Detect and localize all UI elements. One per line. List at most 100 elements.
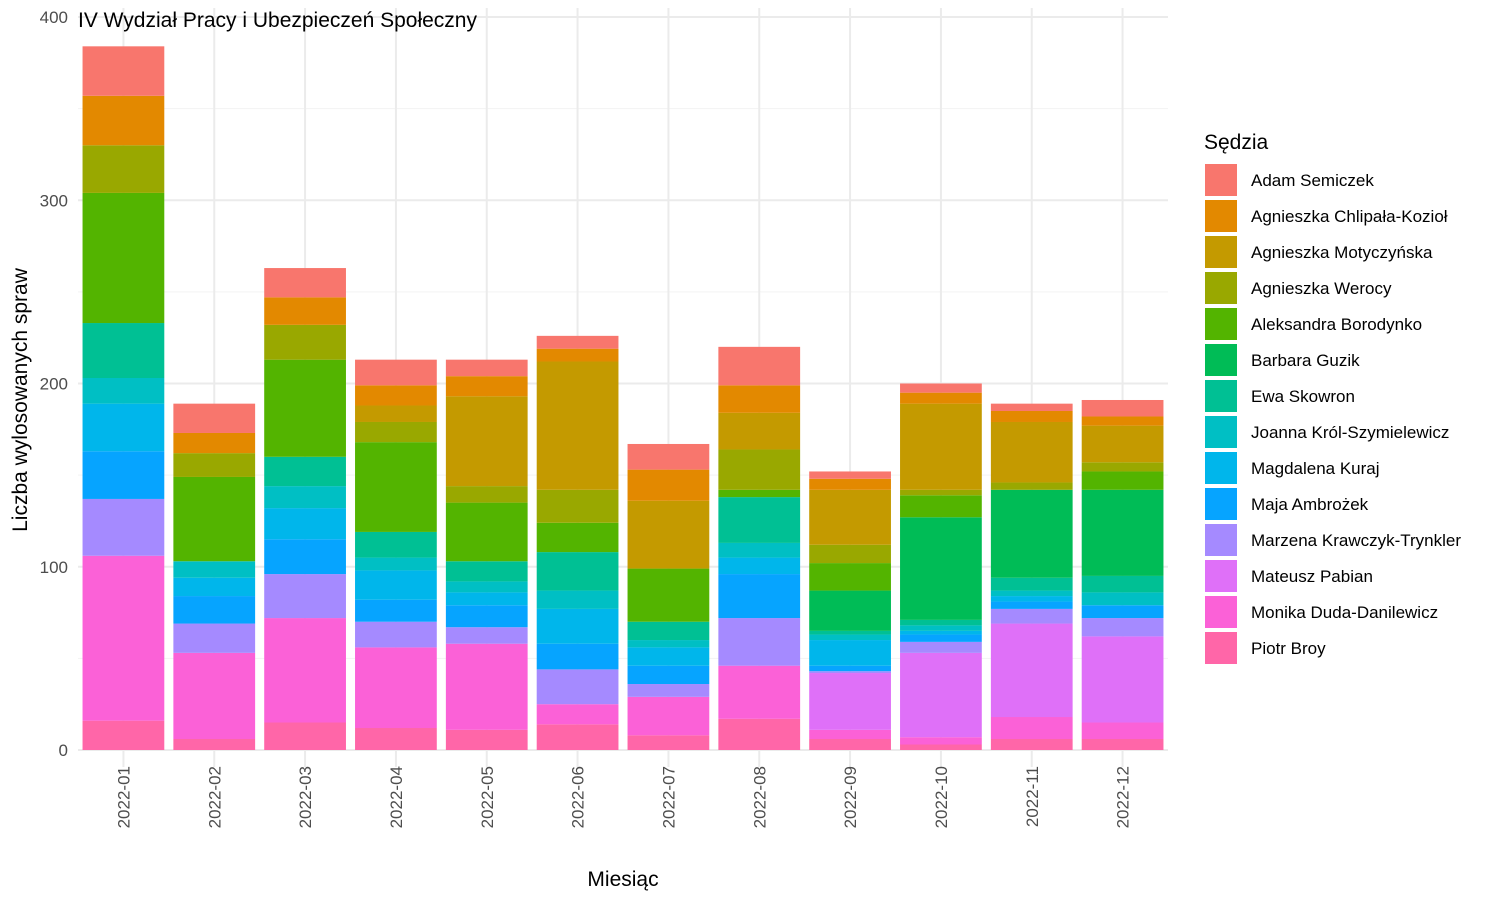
bar-segment	[445, 592, 528, 606]
bar-segment	[809, 630, 891, 635]
bar-segment	[900, 489, 982, 496]
bar-segment	[82, 192, 165, 324]
x-tick-label: 2022-04	[387, 766, 406, 828]
bar-segment	[990, 403, 1073, 411]
bar-segment	[809, 489, 891, 545]
x-tick-label: 2022-09	[841, 766, 860, 828]
bar-segment	[1081, 605, 1164, 619]
bar-segment	[627, 647, 710, 666]
legend-label: Adam Semiczek	[1251, 171, 1374, 190]
x-tick-label: 2022-02	[205, 766, 224, 828]
bar-segment	[445, 502, 528, 562]
bar-segment	[990, 590, 1073, 597]
legend-key	[1205, 200, 1237, 232]
bar-segment	[900, 517, 982, 620]
legend-key	[1205, 488, 1237, 520]
x-tick-label: 2022-03	[296, 766, 315, 828]
bar-segment	[355, 442, 437, 532]
bar-segment	[718, 574, 801, 619]
bar-segment	[990, 489, 1073, 578]
bar-segment	[264, 722, 346, 750]
bar-segment	[264, 508, 346, 540]
bar-segment	[82, 720, 165, 750]
bar-segment	[627, 443, 710, 470]
bar-segment	[536, 489, 619, 523]
bar-segment	[990, 596, 1073, 602]
bar-segment	[536, 669, 619, 705]
x-tick-label: 2022-12	[1114, 766, 1133, 828]
bar-segment	[173, 596, 256, 624]
bar-segment	[718, 557, 801, 575]
bar-segment	[445, 396, 528, 487]
bar-segment	[627, 469, 710, 501]
bar-segment	[82, 145, 165, 193]
bar-segment	[264, 486, 346, 509]
bar-segment	[82, 378, 165, 404]
x-tick-label: 2022-11	[1023, 766, 1042, 827]
bar-segment	[445, 581, 528, 593]
chart-title: IV Wydział Pracy i Ubezpieczeń Społeczny	[78, 9, 477, 32]
bar-segment	[264, 324, 346, 360]
bar-segment	[1081, 462, 1164, 472]
bar-segment	[82, 498, 165, 556]
bar-segment	[809, 673, 891, 730]
bar-segment	[718, 449, 801, 490]
bar-segment	[445, 359, 528, 377]
legend-key	[1205, 344, 1237, 376]
legend-label: Joanna Król-Szymielewicz	[1251, 423, 1449, 442]
bar-segment	[355, 385, 437, 406]
bar-segment	[1081, 722, 1164, 740]
bar-segment	[809, 739, 891, 750]
bar-segment	[627, 735, 710, 750]
bar-segment	[1081, 425, 1164, 463]
bar-segment	[355, 647, 437, 729]
bar-segment	[355, 421, 437, 443]
bar-segment	[536, 590, 619, 609]
bar-segment	[264, 268, 346, 298]
bar-segment	[173, 453, 256, 477]
bar-segment	[990, 482, 1073, 490]
bar-segment	[445, 729, 528, 750]
bar-segment	[173, 623, 256, 653]
x-tick-label: 2022-01	[114, 766, 133, 828]
legend-key	[1205, 632, 1237, 664]
bar-segment	[990, 421, 1073, 483]
axes: 0 100 200 300 400 2022-01 2022-02 2022-03 2022-0…	[40, 8, 1133, 828]
y-tick-label: 200	[40, 375, 68, 394]
bar-segment	[900, 630, 982, 635]
bar-segment	[1081, 399, 1164, 417]
bar-segment	[718, 665, 801, 719]
legend-label: Marzena Krawczyk-Trynkler	[1251, 531, 1461, 550]
bar-segment	[990, 601, 1073, 609]
bar-segment	[1081, 739, 1164, 750]
bar-segment	[718, 412, 801, 450]
bar-segment	[445, 643, 528, 730]
x-tick-label: 2022-08	[750, 766, 769, 828]
bar-segment	[1081, 416, 1164, 426]
bar-segment	[264, 618, 346, 723]
bar-segment	[82, 451, 165, 499]
bar-segment	[355, 405, 437, 422]
bar-segment	[990, 717, 1073, 740]
bar-segment	[900, 392, 982, 404]
bar-segment	[445, 627, 528, 644]
bar-segment	[445, 376, 528, 397]
bar-segment	[1081, 471, 1164, 490]
legend-label: Magdalena Kuraj	[1251, 459, 1380, 478]
bar-segment	[1081, 575, 1164, 593]
bar-segment	[990, 623, 1073, 718]
legend-key	[1205, 560, 1237, 592]
bar-segment	[900, 737, 982, 745]
bar-segment	[900, 744, 982, 750]
bar-segment	[718, 718, 801, 750]
bar-segment	[1081, 618, 1164, 637]
bar-segment	[445, 605, 528, 628]
bar-segment	[536, 724, 619, 750]
bar-segment	[900, 641, 982, 653]
bar-segment	[718, 497, 801, 543]
bar-segment	[627, 568, 710, 622]
bar-segment	[536, 361, 619, 490]
legend-label: Piotr Broy	[1251, 639, 1326, 658]
legend-label: Agnieszka Chlipała-Kozioł	[1251, 207, 1448, 226]
